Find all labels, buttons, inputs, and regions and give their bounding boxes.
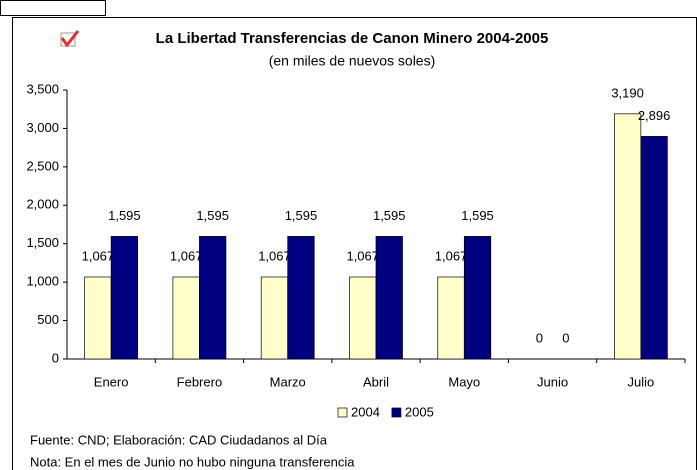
y-tick-label: 1,500 [26, 235, 59, 250]
bar [614, 113, 642, 360]
data-label: 1,595 [285, 208, 318, 223]
bar [172, 276, 200, 360]
data-label: 1,067 [258, 248, 291, 263]
y-tick-label: 1,000 [26, 274, 59, 289]
legend-swatch [391, 407, 402, 418]
note: Nota: En el mes de Junio no hubo ninguna… [30, 454, 355, 469]
y-tick-label: 2,500 [26, 158, 59, 173]
bar [287, 236, 315, 360]
bar [463, 236, 492, 360]
chart-subtitle: (en miles de nuevos soles) [269, 53, 436, 69]
x-tick-label: Marzo [270, 374, 306, 389]
x-tick-label: Febrero [177, 374, 223, 389]
note: Fuente: CND; Elaboración: CAD Ciudadanos… [30, 432, 328, 447]
legend-label: 2004 [351, 404, 380, 419]
y-tick-label: 0 [52, 350, 59, 365]
bar [349, 276, 377, 360]
corner-box [0, 0, 106, 16]
bar [437, 276, 465, 360]
x-tick-label: Mayo [448, 374, 480, 389]
bar [260, 276, 289, 360]
x-tick-label: Abril [363, 374, 389, 389]
data-label: 1,595 [461, 208, 494, 223]
data-label: 1,067 [170, 248, 203, 263]
check-icon [60, 30, 80, 48]
x-tick-label: Junio [537, 374, 568, 389]
x-tick-label: Enero [94, 374, 129, 389]
data-label: 1,067 [82, 248, 115, 263]
data-label: 1,067 [346, 248, 379, 263]
y-tick-label: 3,000 [26, 120, 59, 135]
data-label: 1,595 [196, 208, 229, 223]
legend-swatch [337, 407, 348, 418]
y-tick-label: 3,500 [26, 81, 59, 96]
chart-title: La Libertad Transferencias de Canon Mine… [156, 30, 549, 47]
bar [640, 136, 668, 360]
bar [110, 236, 138, 360]
data-label: 1,595 [108, 208, 141, 223]
bar [199, 236, 227, 360]
bar [375, 236, 403, 360]
bar [84, 276, 112, 360]
data-label: 1,595 [373, 208, 406, 223]
data-label: 3,190 [611, 85, 644, 100]
legend-label: 2005 [405, 404, 434, 419]
data-label: 1,067 [435, 248, 468, 263]
data-label: 2,896 [638, 108, 671, 123]
y-tick-label: 2,000 [26, 197, 59, 212]
data-label: 0 [536, 330, 543, 345]
y-tick-label: 500 [37, 312, 59, 327]
data-label: 0 [562, 330, 569, 345]
x-tick-label: Julio [627, 374, 654, 389]
